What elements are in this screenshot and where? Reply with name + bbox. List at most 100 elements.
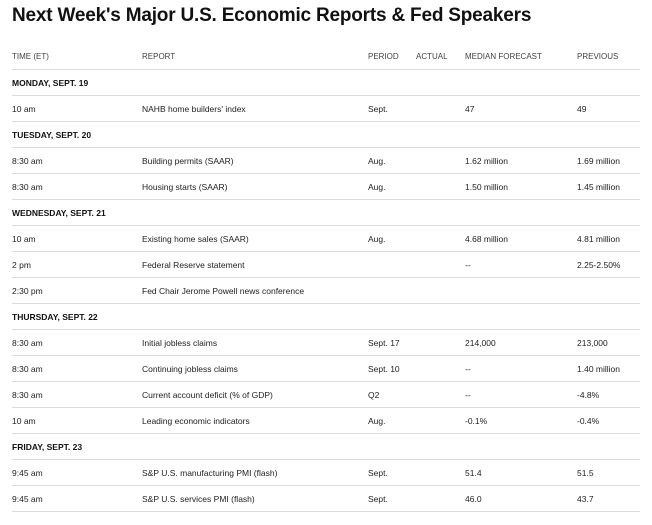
- table-row: 2 pm Federal Reserve statement -- 2.25-2.50…: [12, 251, 640, 278]
- cell-previous: 49: [577, 95, 640, 122]
- cell-previous: -4.8%: [577, 381, 640, 408]
- cell-period: Sept. 17: [368, 329, 416, 356]
- cell-report: Continuing jobless claims: [142, 355, 368, 382]
- cell-previous: -0.4%: [577, 407, 640, 434]
- cell-report: Housing starts (SAAR): [142, 173, 368, 200]
- cell-median-forecast: 46.0: [465, 485, 577, 512]
- cell-median-forecast: --: [465, 251, 577, 278]
- cell-report: S&P U.S. services PMI (flash): [142, 485, 368, 512]
- cell-previous: 1.69 million: [577, 147, 640, 174]
- cell-report: Leading economic indicators: [142, 407, 368, 434]
- cell-time: 9:45 am: [12, 485, 142, 512]
- cell-period: Q2: [368, 381, 416, 408]
- cell-actual: [416, 355, 465, 382]
- table-header-row: TIME (ET) REPORT PERIOD ACTUAL MEDIAN FO…: [12, 44, 640, 70]
- cell-median-forecast: --: [465, 355, 577, 382]
- cell-time: 8:30 am: [12, 381, 142, 408]
- cell-report: Federal Reserve statement: [142, 251, 368, 278]
- cell-period: Aug.: [368, 225, 416, 252]
- cell-median-forecast: 1.50 million: [465, 173, 577, 200]
- cell-actual: [416, 485, 465, 512]
- page-title: Next Week's Major U.S. Economic Reports …: [12, 5, 532, 26]
- cell-previous: 213,000: [577, 329, 640, 356]
- cell-time: 10 am: [12, 95, 142, 122]
- cell-previous: 4.81 million: [577, 225, 640, 252]
- cell-time: 8:30 am: [12, 355, 142, 382]
- economic-calendar-table: TIME (ET) REPORT PERIOD ACTUAL MEDIAN FO…: [12, 44, 640, 512]
- cell-report: Existing home sales (SAAR): [142, 225, 368, 252]
- day-label: WEDNESDAY, SEPT. 21: [12, 199, 640, 226]
- cell-time: 2:30 pm: [12, 277, 142, 304]
- cell-time: 10 am: [12, 407, 142, 434]
- cell-period: Aug.: [368, 147, 416, 174]
- table-row: 8:30 am Building permits (SAAR) Aug. 1.62 m…: [12, 147, 640, 174]
- cell-period: Aug.: [368, 173, 416, 200]
- cell-time: 2 pm: [12, 251, 142, 278]
- table-row: 8:30 am Housing starts (SAAR) Aug. 1.50 mil…: [12, 173, 640, 200]
- cell-report: Building permits (SAAR): [142, 147, 368, 174]
- cell-time: 8:30 am: [12, 329, 142, 356]
- cell-actual: [416, 173, 465, 200]
- cell-actual: [416, 459, 465, 486]
- cell-period: Sept.: [368, 95, 416, 122]
- cell-report: Initial jobless claims: [142, 329, 368, 356]
- day-header-row: THURSDAY, SEPT. 22: [12, 303, 640, 330]
- cell-report: Current account deficit (% of GDP): [142, 381, 368, 408]
- column-header-median-forecast: MEDIAN FORECAST: [465, 44, 577, 70]
- column-header-previous: PREVIOUS: [577, 44, 640, 70]
- cell-actual: [416, 147, 465, 174]
- cell-actual: [416, 407, 465, 434]
- cell-report: NAHB home builders' index: [142, 95, 368, 122]
- cell-median-forecast: 47: [465, 95, 577, 122]
- cell-actual: [416, 277, 465, 304]
- cell-actual: [416, 329, 465, 356]
- day-label: THURSDAY, SEPT. 22: [12, 303, 640, 330]
- table-row: 8:30 am Current account deficit (% of GDP…: [12, 381, 640, 408]
- cell-previous: [577, 277, 640, 304]
- table-row: 8:30 am Continuing jobless claims Sept. 10…: [12, 355, 640, 382]
- cell-report: S&P U.S. manufacturing PMI (flash): [142, 459, 368, 486]
- day-label: FRIDAY, SEPT. 23: [12, 433, 640, 460]
- cell-median-forecast: 51.4: [465, 459, 577, 486]
- cell-time: 8:30 am: [12, 147, 142, 174]
- table-row: 8:30 am Initial jobless claims Sept. 17 214…: [12, 329, 640, 356]
- column-header-actual: ACTUAL: [416, 44, 465, 70]
- cell-actual: [416, 381, 465, 408]
- cell-report: Fed Chair Jerome Powell news conference: [142, 277, 368, 304]
- cell-previous: 1.45 million: [577, 173, 640, 200]
- table-row: 9:45 am S&P U.S. manufacturing PMI (flash…: [12, 459, 640, 486]
- day-header-row: FRIDAY, SEPT. 23: [12, 433, 640, 460]
- cell-period: Aug.: [368, 407, 416, 434]
- cell-previous: 2.25-2.50%: [577, 251, 640, 278]
- cell-period: [368, 277, 416, 304]
- cell-median-forecast: 1.62 million: [465, 147, 577, 174]
- table-row: 9:45 am S&P U.S. services PMI (flash) Sept…: [12, 485, 640, 512]
- day-header-row: MONDAY, SEPT. 19: [12, 69, 640, 96]
- day-header-row: WEDNESDAY, SEPT. 21: [12, 199, 640, 226]
- cell-previous: 43.7: [577, 485, 640, 512]
- cell-period: [368, 251, 416, 278]
- cell-median-forecast: --: [465, 381, 577, 408]
- table-row: 10 am Existing home sales (SAAR) Aug. 4.68 …: [12, 225, 640, 252]
- column-header-report: REPORT: [142, 44, 368, 70]
- cell-time: 9:45 am: [12, 459, 142, 486]
- cell-median-forecast: 214,000: [465, 329, 577, 356]
- cell-median-forecast: -0.1%: [465, 407, 577, 434]
- cell-previous: 51.5: [577, 459, 640, 486]
- cell-time: 8:30 am: [12, 173, 142, 200]
- cell-period: Sept.: [368, 459, 416, 486]
- cell-median-forecast: 4.68 million: [465, 225, 577, 252]
- cell-period: Sept. 10: [368, 355, 416, 382]
- cell-time: 10 am: [12, 225, 142, 252]
- table-row: 2:30 pm Fed Chair Jerome Powell news conf…: [12, 277, 640, 304]
- column-header-period: PERIOD: [368, 44, 416, 70]
- cell-previous: 1.40 million: [577, 355, 640, 382]
- cell-actual: [416, 95, 465, 122]
- table-row: 10 am Leading economic indicators Aug. -0.1…: [12, 407, 640, 434]
- column-header-time: TIME (ET): [12, 44, 142, 70]
- cell-actual: [416, 251, 465, 278]
- day-header-row: TUESDAY, SEPT. 20: [12, 121, 640, 148]
- cell-period: Sept.: [368, 485, 416, 512]
- cell-actual: [416, 225, 465, 252]
- cell-median-forecast: [465, 277, 577, 304]
